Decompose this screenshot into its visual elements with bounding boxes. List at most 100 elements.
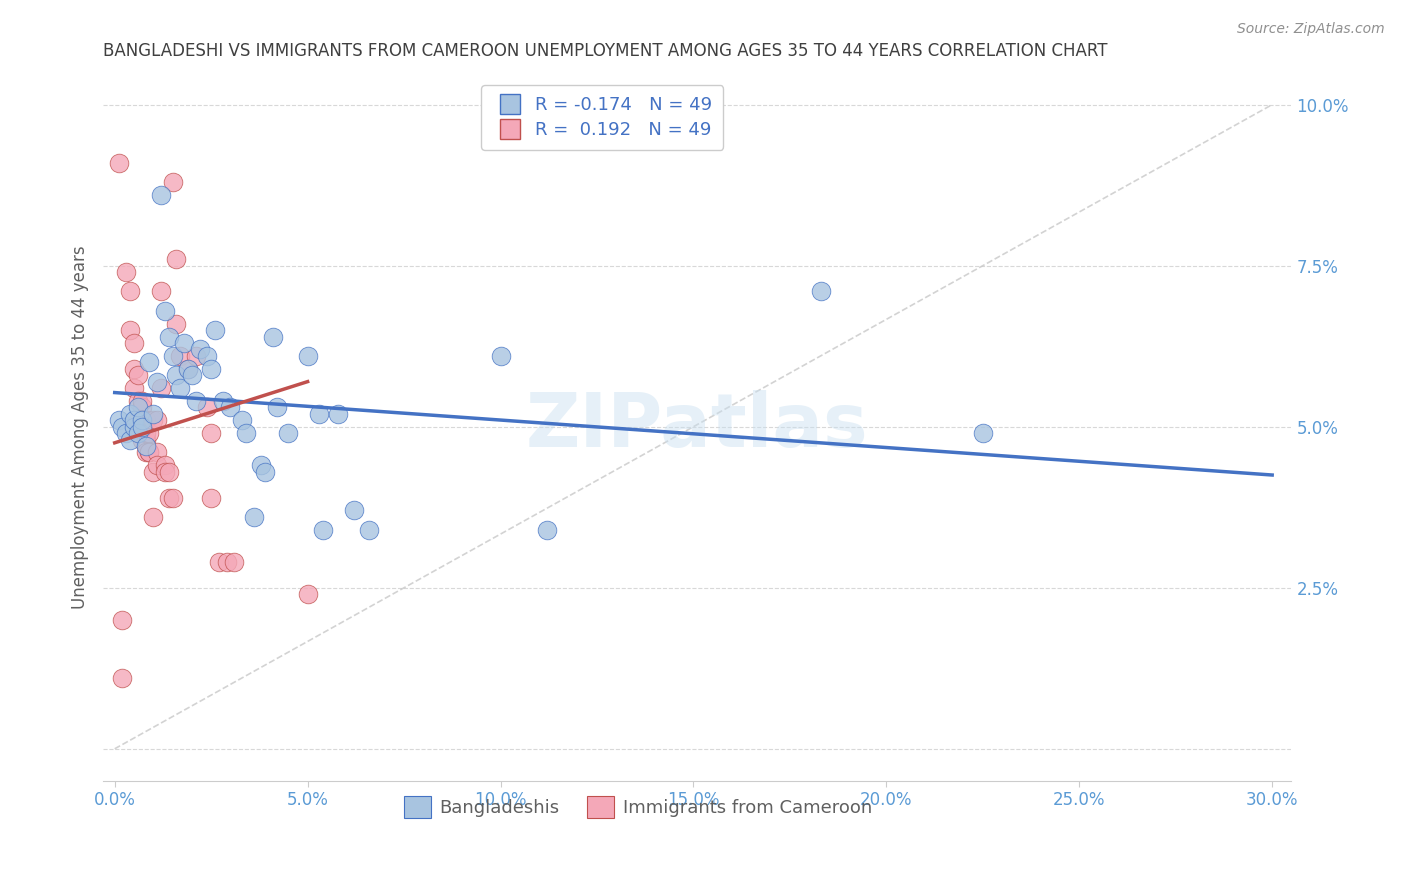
Point xyxy=(122,361,145,376)
Point xyxy=(195,349,218,363)
Point xyxy=(157,329,180,343)
Point xyxy=(146,445,169,459)
Point xyxy=(131,413,153,427)
Point xyxy=(127,368,149,383)
Point xyxy=(200,426,222,441)
Point xyxy=(146,458,169,473)
Point xyxy=(111,419,134,434)
Point xyxy=(142,509,165,524)
Point xyxy=(224,555,246,569)
Point xyxy=(219,401,242,415)
Point xyxy=(308,407,330,421)
Point xyxy=(177,361,200,376)
Point xyxy=(115,265,138,279)
Point xyxy=(150,187,173,202)
Point xyxy=(135,426,157,441)
Point xyxy=(122,419,145,434)
Point xyxy=(153,303,176,318)
Point xyxy=(177,361,200,376)
Point xyxy=(180,368,202,383)
Point xyxy=(111,671,134,685)
Point xyxy=(142,413,165,427)
Point xyxy=(173,335,195,350)
Point xyxy=(162,349,184,363)
Point xyxy=(231,413,253,427)
Point xyxy=(328,407,350,421)
Point xyxy=(204,323,226,337)
Point xyxy=(146,375,169,389)
Point xyxy=(165,317,187,331)
Point xyxy=(343,503,366,517)
Point xyxy=(312,523,335,537)
Point xyxy=(165,252,187,267)
Point xyxy=(277,426,299,441)
Point xyxy=(489,349,512,363)
Point xyxy=(146,413,169,427)
Point xyxy=(120,285,142,299)
Point xyxy=(215,555,238,569)
Point xyxy=(169,349,191,363)
Point xyxy=(200,361,222,376)
Point xyxy=(131,433,153,447)
Point xyxy=(297,349,319,363)
Point xyxy=(200,491,222,505)
Point xyxy=(127,426,149,441)
Point xyxy=(120,433,142,447)
Point xyxy=(115,426,138,441)
Point xyxy=(138,426,160,441)
Point xyxy=(188,343,211,357)
Point xyxy=(165,368,187,383)
Point xyxy=(262,329,284,343)
Point xyxy=(162,175,184,189)
Point xyxy=(127,413,149,427)
Point xyxy=(120,407,142,421)
Point xyxy=(127,393,149,408)
Y-axis label: Unemployment Among Ages 35 to 44 years: Unemployment Among Ages 35 to 44 years xyxy=(72,245,89,608)
Point xyxy=(107,155,129,169)
Point xyxy=(810,285,832,299)
Point xyxy=(142,465,165,479)
Point xyxy=(131,401,153,415)
Text: BANGLADESHI VS IMMIGRANTS FROM CAMEROON UNEMPLOYMENT AMONG AGES 35 TO 44 YEARS C: BANGLADESHI VS IMMIGRANTS FROM CAMEROON … xyxy=(103,42,1108,60)
Point xyxy=(138,445,160,459)
Point xyxy=(131,426,153,441)
Point xyxy=(127,401,149,415)
Point xyxy=(195,401,218,415)
Point xyxy=(122,413,145,427)
Point xyxy=(235,426,257,441)
Point xyxy=(211,393,233,408)
Point xyxy=(111,613,134,627)
Point xyxy=(536,523,558,537)
Point xyxy=(153,465,176,479)
Point xyxy=(184,349,207,363)
Point xyxy=(254,465,277,479)
Point xyxy=(150,381,173,395)
Legend: Bangladeshis, Immigrants from Cameroon: Bangladeshis, Immigrants from Cameroon xyxy=(396,789,879,825)
Point xyxy=(138,355,160,369)
Point xyxy=(242,509,264,524)
Point xyxy=(138,445,160,459)
Point xyxy=(135,439,157,453)
Point xyxy=(972,426,994,441)
Point xyxy=(131,419,153,434)
Point xyxy=(153,458,176,473)
Point xyxy=(135,445,157,459)
Point xyxy=(107,413,129,427)
Point xyxy=(135,433,157,447)
Point xyxy=(169,381,191,395)
Point xyxy=(157,465,180,479)
Point xyxy=(208,555,231,569)
Point xyxy=(142,407,165,421)
Point xyxy=(120,323,142,337)
Point xyxy=(359,523,381,537)
Point xyxy=(135,413,157,427)
Point xyxy=(250,458,273,473)
Text: Source: ZipAtlas.com: Source: ZipAtlas.com xyxy=(1237,22,1385,37)
Point xyxy=(297,587,319,601)
Point xyxy=(162,491,184,505)
Point xyxy=(122,381,145,395)
Point xyxy=(157,491,180,505)
Point xyxy=(184,393,207,408)
Point xyxy=(266,401,288,415)
Text: ZIPatlas: ZIPatlas xyxy=(526,390,869,463)
